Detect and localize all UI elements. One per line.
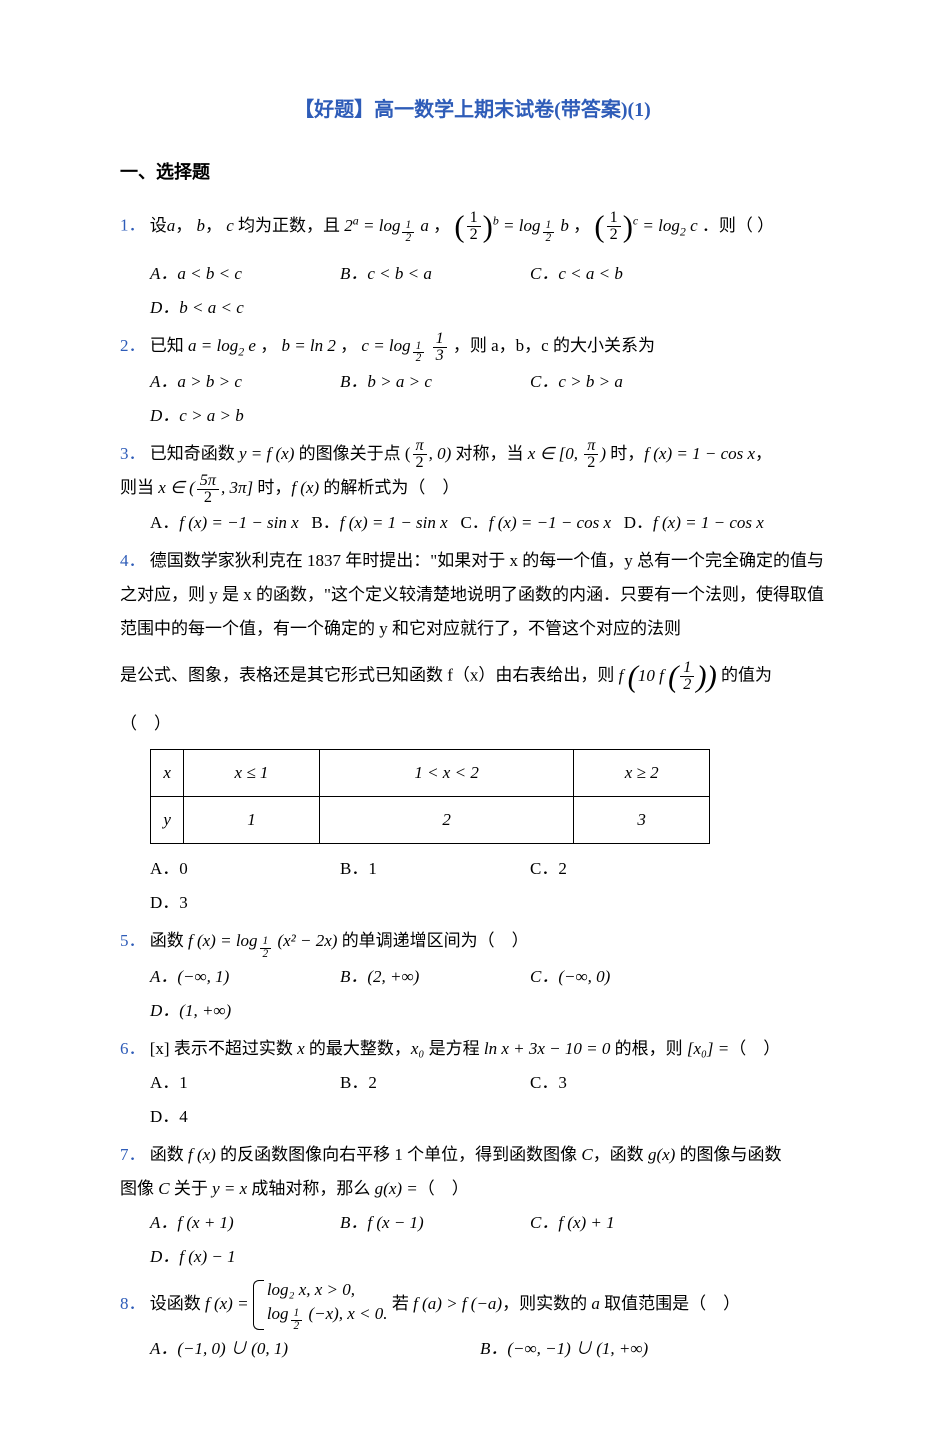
q7-opt-b: B．f (x − 1) [340,1206,490,1240]
question-3: 3． 已知奇函数 y = f (x) 的图像关于点 (π2, 0) 对称，当 x… [120,437,825,541]
q7-opt-c: C．f (x) + 1 [530,1206,680,1240]
q4-para1: 德国数学家狄利克在 1837 年时提出："如果对于 x 的每一个值，y 总有一个… [120,551,824,638]
document-page: 【好题】高一数学上期末试卷(带答案)(1) 一、选择题 1． 设a， b， c … [0,0,945,1430]
question-7: 7． 函数 f (x) 的反函数图像向右平移 1 个单位，得到函数图像 C，函数… [120,1138,825,1274]
q3-number: 3． [120,444,146,463]
q6-text: [x] 表示不超过实数 x 的最大整数，x₀ 是方程 ln x + 3x − 1… [150,1039,781,1058]
table-row: y 1 2 3 [151,797,710,844]
table-cell: x ≤ 1 [184,750,320,797]
q2-opt-c: C．c > b > a [530,365,680,399]
q3-options: A．f (x) = −1 − sin x B．f (x) = 1 − sin x… [150,506,825,540]
table-cell: y [151,797,184,844]
q3-opt-b: B．f (x) = 1 − sin x [311,513,447,532]
q5-number: 5． [120,931,146,950]
q2-options: A．a > b > c B．b > a > c C．c > b > a D．c … [150,365,825,433]
q4-opt-c: C．2 [530,852,680,886]
question-8: 8． 设函数 f (x) = log₂ x, x > 0, log12 (−x)… [120,1278,825,1366]
question-6: 6． [x] 表示不超过实数 x 的最大整数，x₀ 是方程 ln x + 3x … [120,1032,825,1134]
q8-number: 8． [120,1294,146,1313]
q8-options: A．(−1, 0) ∪ (0, 1) B．(−∞, −1) ∪ (1, +∞) [150,1332,825,1366]
table-cell: 1 < x < 2 [319,750,574,797]
page-title: 【好题】高一数学上期末试卷(带答案)(1) [120,90,825,130]
q3-line2: 则当 x ∈ (5π2, 3π] 时，f (x) 的解析式为（ ） [120,471,825,506]
q8-text: 设函数 f (x) = log₂ x, x > 0, log12 (−x), x… [150,1294,740,1313]
q1-opt-b: B．c < b < a [340,257,490,291]
q7-opt-a: A．f (x + 1) [150,1206,300,1240]
q6-number: 6． [120,1039,146,1058]
q4-options: A．0 B．1 C．2 D．3 [150,852,825,920]
q8-opt-b: B．(−∞, −1) ∪ (1, +∞) [480,1332,770,1366]
table-cell: x ≥ 2 [574,750,710,797]
q6-opt-c: C．3 [530,1066,680,1100]
q1-opt-a: A．a < b < c [150,257,300,291]
q7-number: 7． [120,1145,146,1164]
q6-opt-b: B．2 [340,1066,490,1100]
question-2: 2． 已知 a = log2 e ， b = ln 2 ， c = log12 … [120,329,825,432]
q4-table: x x ≤ 1 1 < x < 2 x ≥ 2 y 1 2 3 [150,749,710,844]
section-header: 一、选择题 [120,154,825,190]
q3-opt-d: D．f (x) = 1 − cos x [624,513,764,532]
question-1: 1． 设a， b， c 均为正数，且 2a = log12 a ， (12)b … [120,196,825,325]
q5-opt-c: C．(−∞, 0) [530,960,680,994]
q4-para3: （ ） [120,707,825,741]
q2-number: 2． [120,336,146,355]
q4-opt-b: B．1 [340,852,490,886]
q3-opt-a: A．f (x) = −1 − sin x [150,513,299,532]
q1-opt-c: C．c < a < b [530,257,680,291]
q1-options: A．a < b < c B．c < b < a C．c < a < b D．b … [150,257,825,325]
q4-opt-d: D．3 [150,886,300,920]
q6-options: A．1 B．2 C．3 D．4 [150,1066,825,1134]
q4-opt-a: A．0 [150,852,300,886]
q5-opt-d: D．(1, +∞) [150,994,300,1028]
q1-text: 设a， b， c 均为正数，且 2a = log12 a ， (12)b = l… [150,216,774,235]
q1-number: 1． [120,216,146,235]
q6-opt-d: D．4 [150,1100,300,1134]
q4-number: 4． [120,551,146,570]
q4-para2: 是公式、图象，表格还是其它形式已知函数 f（x）由右表给出，则 f (10 f … [120,646,825,707]
q3-opt-c: C．f (x) = −1 − cos x [460,513,611,532]
q2-opt-b: B．b > a > c [340,365,490,399]
q7-options: A．f (x + 1) B．f (x − 1) C．f (x) + 1 D．f … [150,1206,825,1274]
q7-opt-d: D．f (x) − 1 [150,1240,300,1274]
q8-opt-a: A．(−1, 0) ∪ (0, 1) [150,1332,440,1366]
table-cell: 1 [184,797,320,844]
q3-line1: 已知奇函数 y = f (x) 的图像关于点 (π2, 0) 对称，当 x ∈ … [150,444,772,463]
table-row: x x ≤ 1 1 < x < 2 x ≥ 2 [151,750,710,797]
question-4: 4． 德国数学家狄利克在 1837 年时提出："如果对于 x 的每一个值，y 总… [120,544,825,920]
q5-options: A．(−∞, 1) B．(2, +∞) C．(−∞, 0) D．(1, +∞) [150,960,825,1028]
question-5: 5． 函数 f (x) = log12 (x² − 2x) 的单调递增区间为（ … [120,924,825,1027]
q2-opt-a: A．a > b > c [150,365,300,399]
q7-line2: 图像 C 关于 y = x 成轴对称，那么 g(x) =（ ） [120,1172,825,1206]
q7-line1: 函数 f (x) 的反函数图像向右平移 1 个单位，得到函数图像 C，函数 g(… [150,1145,782,1164]
q5-text: 函数 f (x) = log12 (x² − 2x) 的单调递增区间为（ ） [150,931,529,950]
table-cell: 3 [574,797,710,844]
q6-opt-a: A．1 [150,1066,300,1100]
q2-opt-d: D．c > a > b [150,399,300,433]
table-cell: 2 [319,797,574,844]
q5-opt-b: B．(2, +∞) [340,960,490,994]
q5-opt-a: A．(−∞, 1) [150,960,300,994]
q2-text: 已知 a = log2 e ， b = ln 2 ， c = log12 13 … [150,336,655,355]
table-cell: x [151,750,184,797]
q1-opt-d: D．b < a < c [150,291,300,325]
